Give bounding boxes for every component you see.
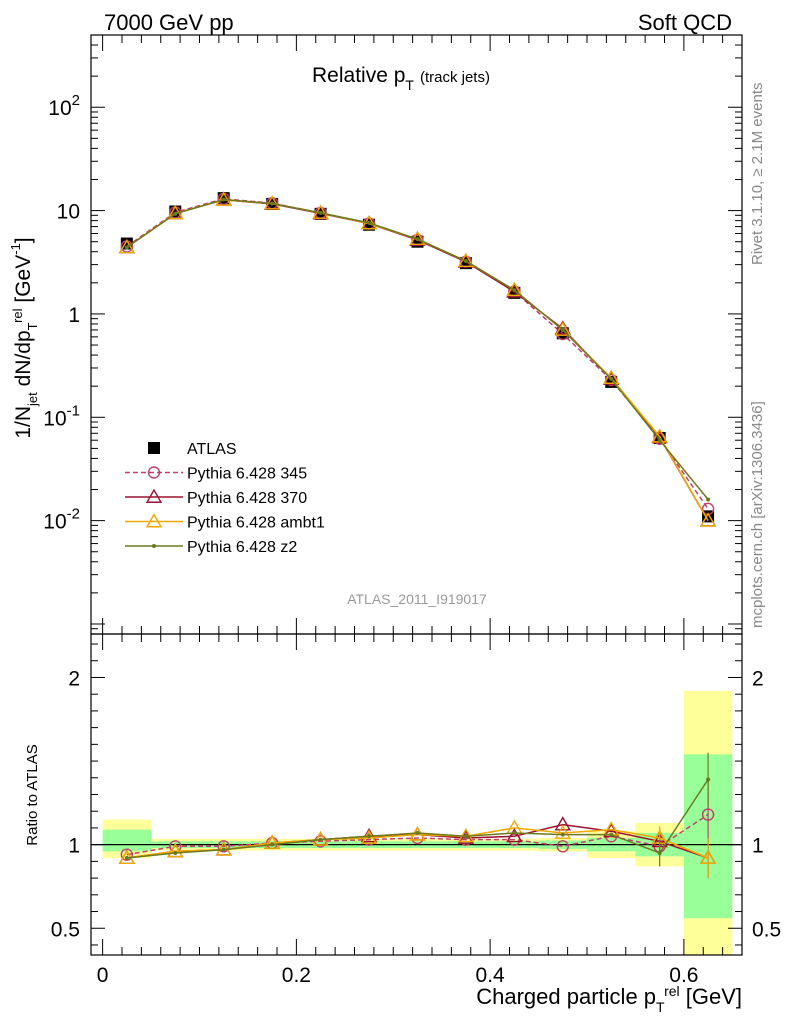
main-point-4-5 — [367, 220, 372, 225]
main-point-3-2 — [215, 191, 232, 206]
ratio-ytick-label-right-2: 2 — [752, 667, 764, 690]
legend-label-0: ATLAS — [187, 441, 237, 458]
main-point-4-9 — [560, 327, 565, 332]
ratio-point-3-5 — [367, 834, 372, 839]
ratio-series-line-0 — [126, 813, 709, 856]
main-title-extra: (track jets) — [420, 69, 490, 86]
legend-item-2: Pythia 6.428 370 — [125, 488, 307, 507]
legend-item-3: Pythia 6.428 ambt1 — [125, 513, 325, 532]
ratio-point-3-3 — [270, 842, 275, 847]
x-tick-label-3: 0.6 — [669, 964, 698, 987]
ratio-ytick-label-left-0: 0.5 — [51, 918, 80, 941]
ratio-series-3 — [124, 752, 711, 867]
main-point-3-9 — [554, 321, 571, 336]
main-point-4-2 — [221, 197, 226, 202]
main-point-3-10 — [603, 369, 620, 384]
main-point-3-12 — [699, 512, 717, 527]
main-point-4-7 — [463, 259, 468, 264]
legend-label-2: Pythia 6.428 370 — [187, 490, 307, 507]
main-ytick-label-0: 10-2 — [43, 506, 80, 534]
ratio-ytick-label-left-2: 2 — [68, 667, 80, 690]
header-left: 7000 GeV pp — [104, 10, 234, 35]
legend-item-0: ATLAS — [148, 441, 237, 458]
legend-item-1: Pythia 6.428 345 — [125, 466, 307, 483]
ratio-point-0-9 — [556, 840, 569, 853]
legend-marker-3 — [145, 513, 163, 528]
ratio-point-2-12 — [699, 849, 717, 864]
legend-label-1: Pythia 6.428 345 — [187, 466, 307, 483]
ratio-point-0-2 — [217, 840, 230, 853]
main-point-3-8 — [506, 281, 523, 297]
ratio-point-3-7 — [463, 834, 468, 839]
ratio-point-0-12 — [701, 808, 715, 821]
main-panel: 10-2 10-1 1 10 102 — [43, 34, 743, 635]
legend-marker-2 — [145, 488, 163, 503]
main-ytick-label-3: 10 — [57, 201, 80, 224]
main-point-4-6 — [415, 237, 420, 242]
main-ytick-label-4: 102 — [48, 92, 80, 120]
ratio-point-1-7 — [457, 829, 475, 844]
ratio-ytick-label-right-1: 1 — [752, 835, 764, 858]
main-ytick-label-2: 1 — [68, 304, 80, 327]
ratio-point-3-9 — [560, 832, 565, 837]
legend-label-3: Pythia 6.428 ambt1 — [187, 515, 325, 532]
ratio-point-3-2 — [221, 847, 226, 852]
x-axis-label: Charged particle pTrel [GeV] — [476, 983, 742, 1015]
legend-label-4: Pythia 6.428 z2 — [187, 539, 297, 556]
x-tick-label-1: 0.2 — [282, 964, 311, 987]
main-point-4-10 — [609, 376, 614, 381]
band-green-0 — [102, 829, 152, 852]
header-right: Soft QCD — [638, 10, 732, 35]
ratio-frame — [90, 633, 743, 956]
main-ytick-label-1: 10-1 — [43, 402, 80, 430]
ratio-point-3-6 — [415, 830, 420, 835]
ratio-point-2-1 — [167, 842, 184, 858]
ratio-point-3-1 — [173, 851, 178, 856]
ratio-panel: 0 0.2 0.4 0.6 0.5 0.5 1 1 2 2 — [51, 35, 781, 987]
main-point-3-0 — [118, 239, 136, 254]
ratio-point-1-8 — [506, 827, 523, 843]
x-tick-label-0: 0 — [97, 964, 109, 987]
main-point-4-0 — [124, 245, 129, 250]
ratio-point-3-8 — [512, 830, 517, 835]
x-tick-label-2: 0.4 — [476, 964, 506, 987]
ratio-point-3-10 — [609, 832, 614, 837]
main-point-4-12 — [706, 497, 711, 502]
analysis-id: ATLAS_2011_I919017 — [347, 591, 487, 607]
svg-text:Relative pT(track jets): Relative pT (track jets) — [312, 64, 490, 93]
legend: ATLAS Pythia 6.428 345 Pythia 6.428 370 Pyt… — [125, 441, 325, 556]
legend-marker-1 — [147, 466, 161, 479]
main-point-4-3 — [270, 201, 275, 206]
main-point-2-8 — [506, 283, 523, 298]
ratio-point-0-0 — [120, 848, 134, 861]
x-axis-label-text: Charged particle pTrel [GeV] — [476, 983, 742, 1015]
main-ylabel: 1/Njet dN/dpTrel [GeV-1] — [8, 237, 40, 438]
ratio-point-2-9 — [554, 824, 571, 839]
ratio-point-3-12 — [706, 777, 711, 782]
main-ylabel-text: 1/Njet dN/dpTrel [GeV-1] — [8, 237, 40, 438]
ratio-point-1-9 — [554, 816, 571, 831]
legend-marker-0 — [148, 442, 160, 454]
main-title-text: Relative p — [312, 64, 405, 87]
ratio-ytick-label-right-0: 0.5 — [752, 918, 781, 941]
ratio-point-3-0 — [124, 856, 129, 861]
main-point-4-8 — [512, 288, 517, 293]
ratio-point-3-4 — [318, 837, 323, 842]
ratio-ylabel: Ratio to ATLAS — [24, 744, 41, 845]
main-title-sub: T — [405, 77, 414, 93]
ratio-ytick-label-left-1: 1 — [68, 835, 80, 858]
mcplots-text: mcplots.cern.ch [arXiv:1306.3436] — [749, 401, 766, 628]
main-point-4-11 — [657, 438, 662, 443]
main-point-4-4 — [318, 210, 323, 215]
rivet-version-text: Rivet 3.1.10, ≥ 2.1M events — [749, 83, 766, 266]
ratio-point-2-3 — [263, 834, 281, 849]
main-title: Relative pT (track jets) — [312, 64, 490, 93]
legend-marker-4 — [152, 544, 156, 548]
main-point-4-1 — [173, 211, 178, 216]
ratio-point-3-11 — [657, 851, 662, 856]
main-series-4 — [124, 197, 711, 502]
legend-item-4: Pythia 6.428 z2 — [125, 539, 297, 556]
